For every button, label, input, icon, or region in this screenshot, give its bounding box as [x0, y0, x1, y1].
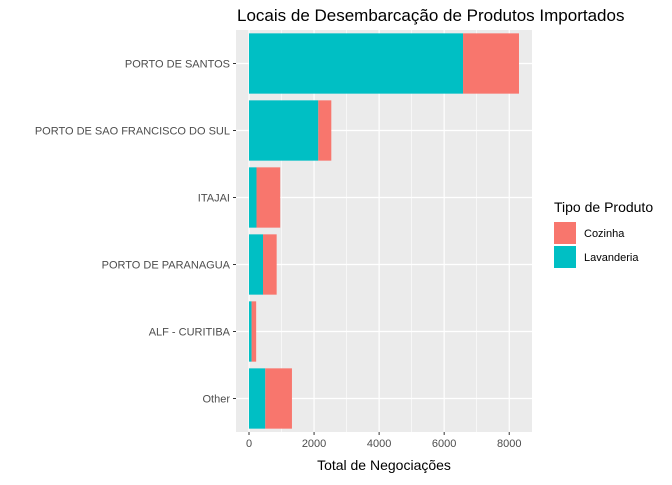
plot-panel	[236, 30, 532, 432]
legend-label-lavanderia: Lavanderia	[584, 252, 639, 264]
x-tick-label: 6000	[432, 438, 456, 450]
y-tick-label: ITAJAI	[198, 193, 230, 205]
axes: PORTO DE SANTOS PORTO DE SAO FRANCISCO DO…	[35, 59, 522, 451]
bar-lavanderia	[249, 368, 266, 429]
bar-cozinha	[256, 167, 281, 228]
legend-swatch-cozinha	[554, 222, 576, 244]
bar-cozinha	[251, 301, 257, 362]
bar-cozinha	[318, 100, 332, 161]
legend-swatch-lavanderia	[554, 246, 576, 268]
legend-label-cozinha: Cozinha	[584, 228, 625, 240]
bar-cozinha	[265, 368, 292, 429]
bar-lavanderia	[249, 100, 319, 161]
x-tick-label: 8000	[497, 438, 521, 450]
x-axis-title: Total de Negociações	[317, 457, 451, 473]
bar-lavanderia	[249, 33, 464, 94]
bar-cozinha	[262, 234, 277, 295]
y-tick-label: Other	[202, 394, 230, 406]
bars	[249, 33, 519, 429]
bar-lavanderia	[249, 234, 263, 295]
y-tick-label: PORTO DE SANTOS	[125, 59, 230, 71]
bar-cozinha	[463, 33, 519, 94]
bar-lavanderia	[249, 301, 252, 362]
legend-entries: Cozinha Lavanderia	[554, 222, 639, 268]
x-tick-label: 4000	[367, 438, 391, 450]
chart-title: Locais de Desembarcação de Produtos Impo…	[237, 6, 624, 25]
bar-lavanderia	[249, 167, 257, 228]
legend-title: Tipo de Produto	[554, 199, 653, 215]
x-tick-label: 2000	[302, 438, 326, 450]
y-tick-label: ALF - CURITIBA	[149, 327, 231, 339]
y-tick-label: PORTO DE SAO FRANCISCO DO SUL	[35, 126, 230, 138]
x-tick-label: 0	[246, 438, 252, 450]
legend: Tipo de Produto Cozinha Lavanderia	[554, 199, 653, 268]
y-tick-label: PORTO DE PARANAGUA	[102, 260, 231, 272]
